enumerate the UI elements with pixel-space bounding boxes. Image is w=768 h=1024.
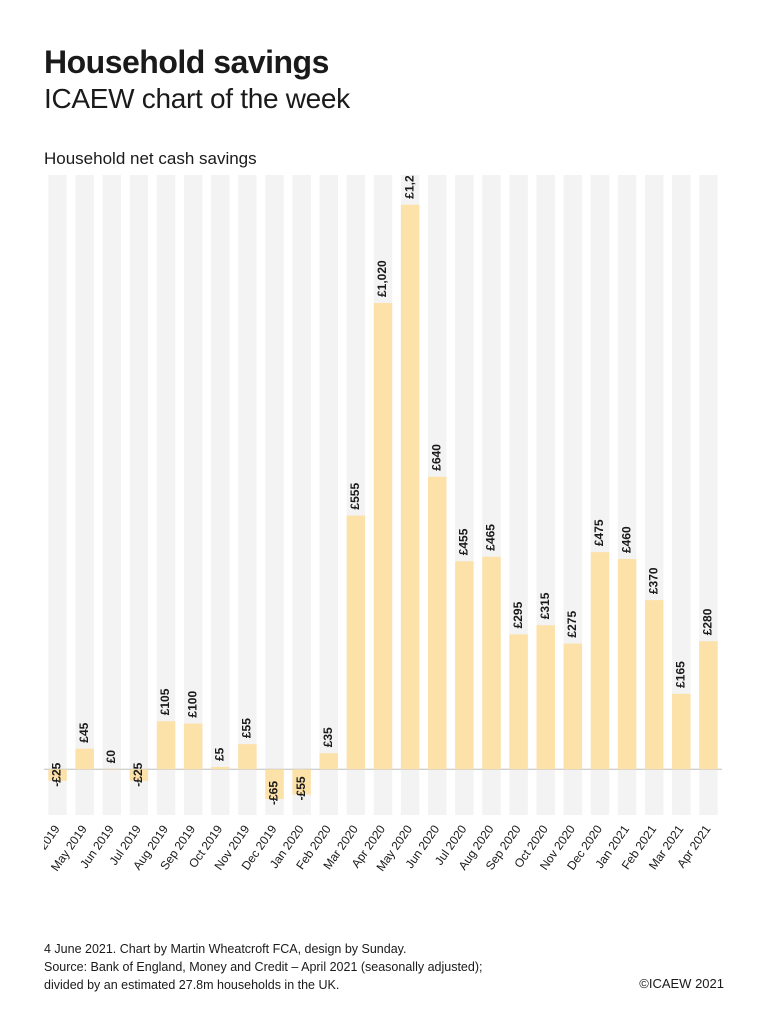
bar-value-label: £460	[619, 526, 633, 553]
background-column	[292, 175, 310, 815]
bar-value-label: £165	[673, 661, 687, 688]
bar-value-label: £295	[511, 601, 525, 628]
background-column	[157, 175, 175, 815]
bar-chart: -£25 £45 £0 -£25 £105 £100 £5 £55 -£65 -£55 £35 £55…	[44, 175, 722, 905]
bar-value-label: -£25	[131, 762, 145, 786]
bar-value-label: £640	[429, 444, 443, 471]
bar	[536, 625, 554, 769]
bar	[455, 561, 473, 769]
bar-value-label: £45	[77, 722, 91, 742]
footer-copyright: ©ICAEW 2021	[639, 975, 724, 994]
bar	[591, 552, 609, 769]
bar	[103, 769, 121, 770]
footer-line-2: Source: Bank of England, Money and Credi…	[44, 958, 482, 976]
bar-value-label: £465	[484, 524, 498, 551]
bar-value-label: £5	[212, 747, 226, 761]
bar	[320, 753, 338, 769]
footer-line-1: 4 June 2021. Chart by Martin Wheatcroft …	[44, 940, 482, 958]
bar-value-label: £475	[592, 519, 606, 546]
background-column	[130, 175, 148, 815]
background-column	[184, 175, 202, 815]
background-column	[48, 175, 66, 815]
bar	[699, 641, 717, 769]
background-column	[265, 175, 283, 815]
bar-value-label: £555	[348, 483, 362, 510]
bar	[211, 767, 229, 769]
bar	[672, 694, 690, 769]
bar-value-label: £105	[158, 688, 172, 715]
bar	[347, 516, 365, 770]
bar-value-label: £100	[185, 691, 199, 718]
bar-value-label: -£55	[294, 776, 308, 800]
bar	[157, 721, 175, 769]
bar-value-label: £275	[565, 611, 579, 638]
bar	[509, 634, 527, 769]
bar-value-label: £35	[321, 727, 335, 747]
background-column	[320, 175, 338, 815]
bar	[618, 559, 636, 769]
page: Household savings ICAEW chart of the wee…	[0, 0, 768, 1024]
bar	[482, 557, 500, 770]
page-title: Household savings	[44, 44, 724, 81]
bar-value-label: £370	[646, 567, 660, 594]
footer: 4 June 2021. Chart by Martin Wheatcroft …	[44, 940, 724, 994]
page-subtitle: ICAEW chart of the week	[44, 83, 724, 115]
bar-value-label: £1,020	[375, 260, 389, 297]
x-axis-labels: Apr 2019May 2019Jun 2019Jul 2019Aug 2019…	[44, 822, 714, 873]
footer-line-3: divided by an estimated 27.8m households…	[44, 976, 482, 994]
bar	[374, 303, 392, 769]
bar	[645, 600, 663, 769]
bar-value-label: -£65	[267, 781, 281, 805]
footer-left: 4 June 2021. Chart by Martin Wheatcroft …	[44, 940, 482, 994]
chart-title: Household net cash savings	[44, 149, 724, 169]
bar-value-label: £315	[538, 592, 552, 619]
bar-value-label: £280	[701, 608, 715, 635]
bar	[184, 724, 202, 770]
background-column	[211, 175, 229, 815]
bar-value-label: £455	[457, 528, 471, 555]
bar-value-label: £55	[240, 718, 254, 738]
chart-area: -£25 £45 £0 -£25 £105 £100 £5 £55 -£65 -£55 £35 £55…	[44, 175, 724, 926]
bar	[75, 749, 93, 770]
bar	[238, 744, 256, 769]
bar	[428, 477, 446, 770]
bar	[564, 644, 582, 770]
bar-value-label: -£25	[50, 762, 64, 786]
background-column	[103, 175, 121, 815]
bar-value-label: £0	[104, 750, 118, 764]
bar-value-label: £1,235	[402, 175, 416, 199]
bar	[401, 205, 419, 770]
background-column	[75, 175, 93, 815]
